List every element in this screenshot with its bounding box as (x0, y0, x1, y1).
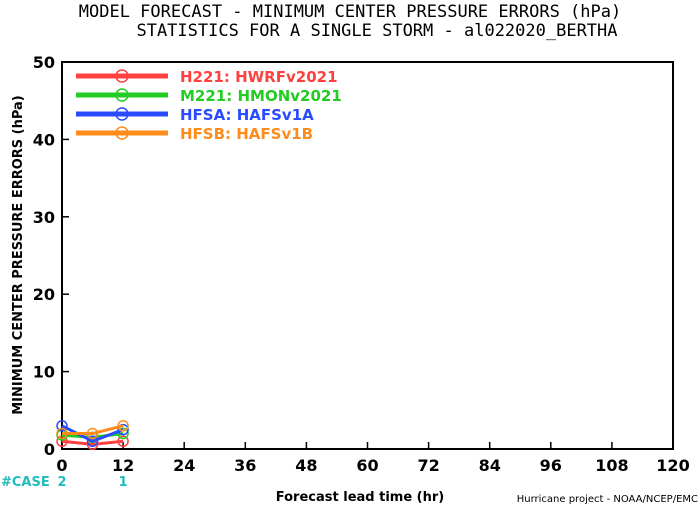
legend-entry: H221: HWRFv2021 (180, 68, 338, 86)
case-count-value: 1 (119, 475, 128, 490)
series-point (56, 420, 68, 432)
y-tick-label: 10 (33, 363, 55, 382)
y-axis-label: MINIMUM CENTER PRESSURE ERRORS (hPa) (11, 95, 26, 415)
credit-text: Hurricane project - NOAA/NCEP/EMC (517, 494, 698, 505)
y-tick-label: 0 (44, 440, 55, 459)
series-point (86, 427, 99, 440)
series-point (86, 438, 99, 451)
plot-frame (61, 61, 674, 450)
series-layer (56, 420, 129, 451)
x-tick-label: 48 (295, 456, 317, 475)
x-tick-label: 60 (356, 456, 378, 475)
y-tick-label: 50 (33, 53, 55, 72)
x-tick-label: 0 (56, 456, 67, 475)
legend-entry: M221: HMONv2021 (180, 87, 342, 105)
x-axis: 0 12 24 36 48 60 72 84 96 108 120 (56, 442, 690, 475)
y-tick-label: 30 (33, 208, 55, 227)
case-count-row: #CASE 2 1 (1, 475, 128, 490)
series-line-4 (62, 424, 124, 436)
series-point (86, 435, 99, 448)
legend-entry: HFSA: HAFSv1A (180, 106, 314, 124)
series-point (56, 427, 68, 440)
series-point (117, 423, 129, 436)
x-tick-label: 96 (540, 456, 562, 475)
chart-title: MODEL FORECAST - MINIMUM CENTER PRESSURE… (79, 2, 621, 22)
series-line-3 (61, 424, 124, 443)
x-tick-label: 12 (112, 456, 134, 475)
legend-entry: HFSB: HAFSv1B (180, 125, 313, 143)
y-tick-label: 20 (33, 285, 55, 304)
x-axis-label: Forecast lead time (hr) (276, 490, 444, 505)
x-tick-label: 84 (479, 456, 501, 475)
x-tick-label: 72 (417, 456, 439, 475)
series-line-1 (61, 439, 124, 446)
x-tick-label: 108 (595, 456, 628, 475)
y-tick-label: 40 (33, 130, 55, 149)
chart-subtitle: STATISTICS FOR A SINGLE STORM - al022020… (136, 21, 617, 41)
series-point (117, 420, 129, 432)
legend-swatch-marker (115, 88, 129, 102)
x-tick-label: 24 (173, 456, 195, 475)
x-tick-label: 36 (234, 456, 256, 475)
series-point (117, 435, 129, 448)
legend-swatch-marker (115, 126, 129, 140)
y-axis: 0 10 20 30 40 50 (33, 53, 69, 459)
legend-swatch-marker (115, 69, 129, 83)
x-tick-label: 120 (656, 456, 689, 475)
series-point (117, 427, 129, 440)
case-count-label: #CASE (1, 475, 50, 490)
case-count-value: 2 (57, 475, 66, 490)
legend-swatch-marker (115, 107, 129, 121)
